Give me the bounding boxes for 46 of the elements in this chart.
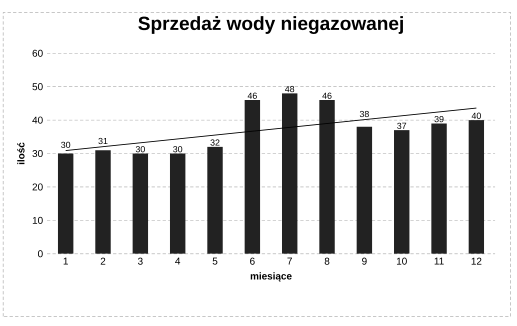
x-tick-label: 2 [100,258,106,265]
y-tick-label: 60 [32,50,43,57]
bar [244,100,260,254]
bar [170,154,186,254]
x-tick-label: 4 [175,258,180,265]
data-label: 30 [136,146,145,152]
bar [356,126,372,254]
data-label: 38 [360,110,369,118]
chart-title: Sprzedaż wody niegazowanej [138,16,403,34]
x-axis-title: miesiące [250,272,292,282]
data-label: 30 [61,142,70,148]
bar [95,150,111,254]
y-tick-label: 50 [32,83,43,90]
x-tick-label: 9 [362,258,367,265]
bar [282,93,298,254]
x-tick-label: 3 [138,258,143,265]
bar [394,130,410,254]
bar [468,120,484,254]
x-tick-label: 12 [472,258,482,265]
y-tick-label: 20 [32,184,43,191]
data-label: 40 [472,112,481,119]
x-tick-label: 10 [396,258,407,265]
data-label: 32 [210,139,220,146]
x-tick-label: 11 [434,258,444,265]
y-tick-label: 10 [32,216,43,224]
data-label: 48 [285,86,294,92]
data-label: 46 [248,92,257,99]
y-axis-title: ilość [17,142,25,164]
x-tick-label: 1 [64,258,68,265]
x-tick-label: 7 [287,258,292,265]
y-tick-label: 0 [38,250,43,258]
x-tick-label: 5 [212,258,218,265]
x-tick-label: 6 [250,258,255,265]
data-label: 30 [173,146,182,152]
x-tick-label: 8 [324,258,330,265]
data-label: 46 [322,92,332,99]
y-tick-label: 30 [32,150,43,158]
bar [319,100,335,254]
data-label: 31 [98,138,108,144]
data-label: 39 [434,116,444,122]
bar [58,154,74,254]
bar [132,154,148,254]
y-tick-label: 40 [32,116,43,124]
data-label: 37 [397,122,406,129]
bar [207,146,223,254]
bar [431,124,447,254]
